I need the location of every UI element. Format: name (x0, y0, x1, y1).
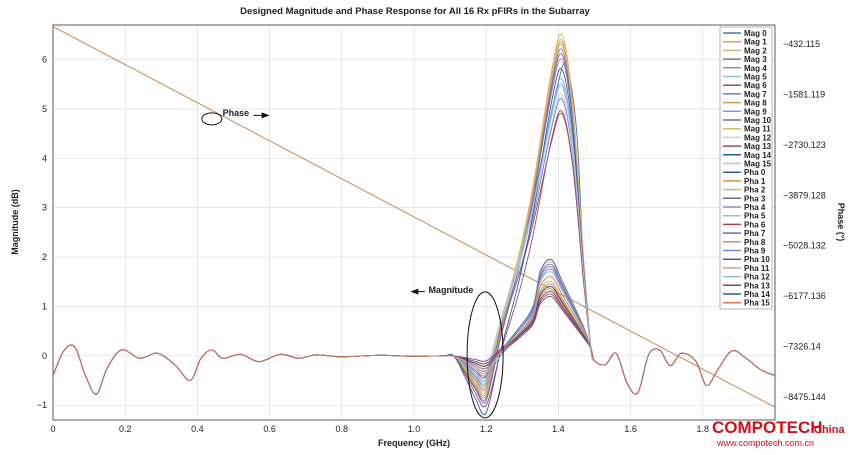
magnitude-marker-ellipse (466, 291, 504, 419)
y2-axis-ticks: −432.115 −1581.119 −2730.123 −3879.128 −5028… (783, 39, 826, 402)
legend-entry: Pha 3 (744, 194, 766, 203)
legend-entry: Mag 6 (744, 81, 767, 90)
legend-entry: Mag 5 (744, 73, 767, 82)
x-axis-ticks: 0 0.2 0.4 0.6 0.8 1.0 1.2 1.4 1.6 1.8 (50, 424, 709, 434)
legend-entry: Mag 11 (744, 125, 771, 134)
y-tick-label: −1 (37, 400, 47, 410)
y2-tick-label: −8475.144 (783, 392, 826, 402)
legend-entry: Mag 3 (744, 55, 767, 64)
x-tick-label: 1.2 (480, 424, 493, 434)
y2-tick-label: −432.115 (783, 39, 820, 49)
legend-entry: Mag 0 (744, 29, 767, 38)
phase-arrow-head (261, 112, 270, 119)
legend-entry: Pha 12 (744, 273, 770, 282)
y2-tick-label: −6177.136 (783, 291, 826, 301)
y-axis-ticks: −1 0 1 2 3 4 5 6 (37, 55, 47, 411)
legend-entry: Mag 1 (744, 38, 767, 47)
annotations: Phase Magnitude (201, 108, 504, 419)
legend-entry: Pha 15 (744, 299, 770, 308)
x-tick-label: 0.4 (191, 424, 204, 434)
y-tick-label: 1 (42, 301, 47, 311)
y2-tick-label: −2730.123 (783, 140, 826, 150)
series-line-pha-15 (53, 276, 775, 395)
magnitude-annotation: Magnitude (428, 285, 473, 295)
y-tick-label: 6 (42, 55, 47, 65)
legend-entry: Mag 15 (744, 160, 772, 169)
y-tick-label: 3 (42, 203, 47, 213)
legend-box (719, 26, 773, 310)
legend-entry: Mag 9 (744, 107, 767, 116)
legend-entry: Mag 10 (744, 116, 772, 125)
legend-entry: Pha 0 (744, 168, 766, 177)
x-tick-label: 0.2 (119, 424, 132, 434)
phase-annotation: Phase (223, 108, 250, 118)
phase-marker-ellipse (201, 112, 223, 126)
x-tick-label: 0.8 (336, 424, 349, 434)
legend-entry: Pha 8 (744, 238, 766, 247)
y-tick-label: 0 (42, 351, 47, 361)
legend-entry: Mag 7 (744, 90, 767, 99)
y-tick-label: 5 (42, 104, 47, 114)
legend-entry: Pha 2 (744, 186, 766, 195)
y2-axis-label: Phase (°) (836, 203, 846, 242)
series-lines (53, 26, 775, 416)
legend-entry: Mag 2 (744, 46, 767, 55)
watermark-suffix: China (814, 424, 845, 436)
x-axis-label: Frequency (GHz) (378, 438, 450, 448)
legend-entry: Mag 8 (744, 99, 767, 108)
chart-title: Designed Magnitude and Phase Response fo… (240, 6, 590, 17)
legend-entry: Pha 6 (744, 220, 766, 229)
legend-entry: Mag 13 (744, 142, 772, 151)
x-tick-label: 1.6 (624, 424, 637, 434)
watermark-brand: COMPOTECH (712, 418, 823, 437)
y-tick-label: 2 (42, 252, 47, 262)
plot-area (52, 24, 776, 421)
legend-entry: Pha 4 (744, 203, 766, 212)
y-axis-label: Magnitude (dB) (10, 189, 20, 255)
x-tick-label: 0 (50, 424, 55, 434)
gridlines (52, 25, 775, 420)
y2-tick-label: −5028.132 (783, 241, 826, 251)
y2-tick-label: −1581.119 (783, 89, 825, 99)
y2-tick-label: −7326.14 (783, 342, 821, 352)
phase-line (53, 26, 775, 408)
legend-entry: Pha 7 (744, 229, 766, 238)
legend-entry: Pha 13 (744, 281, 770, 290)
legend-entry: Pha 1 (744, 177, 766, 186)
legend-entry: Pha 9 (744, 247, 766, 256)
watermark-logo: COMPOTECH China www.compotech.com.cn (712, 418, 845, 448)
legend-entry: Pha 11 (744, 264, 770, 273)
watermark-url: www.compotech.com.cn (716, 438, 814, 448)
x-tick-label: 1.8 (697, 424, 710, 434)
y-tick-label: 4 (42, 153, 47, 163)
legend-entry: Pha 5 (744, 212, 766, 221)
y2-tick-label: −3879.128 (783, 190, 826, 200)
legend-entry: Mag 12 (744, 133, 772, 142)
legend-entry: Mag 14 (744, 151, 772, 160)
x-tick-label: 1.0 (408, 424, 421, 434)
legend-entry: Pha 10 (744, 255, 770, 264)
x-tick-label: 1.4 (552, 424, 565, 434)
legend-entry: Mag 4 (744, 64, 767, 73)
x-tick-label: 0.6 (263, 424, 276, 434)
legend-entry: Pha 14 (744, 290, 770, 299)
